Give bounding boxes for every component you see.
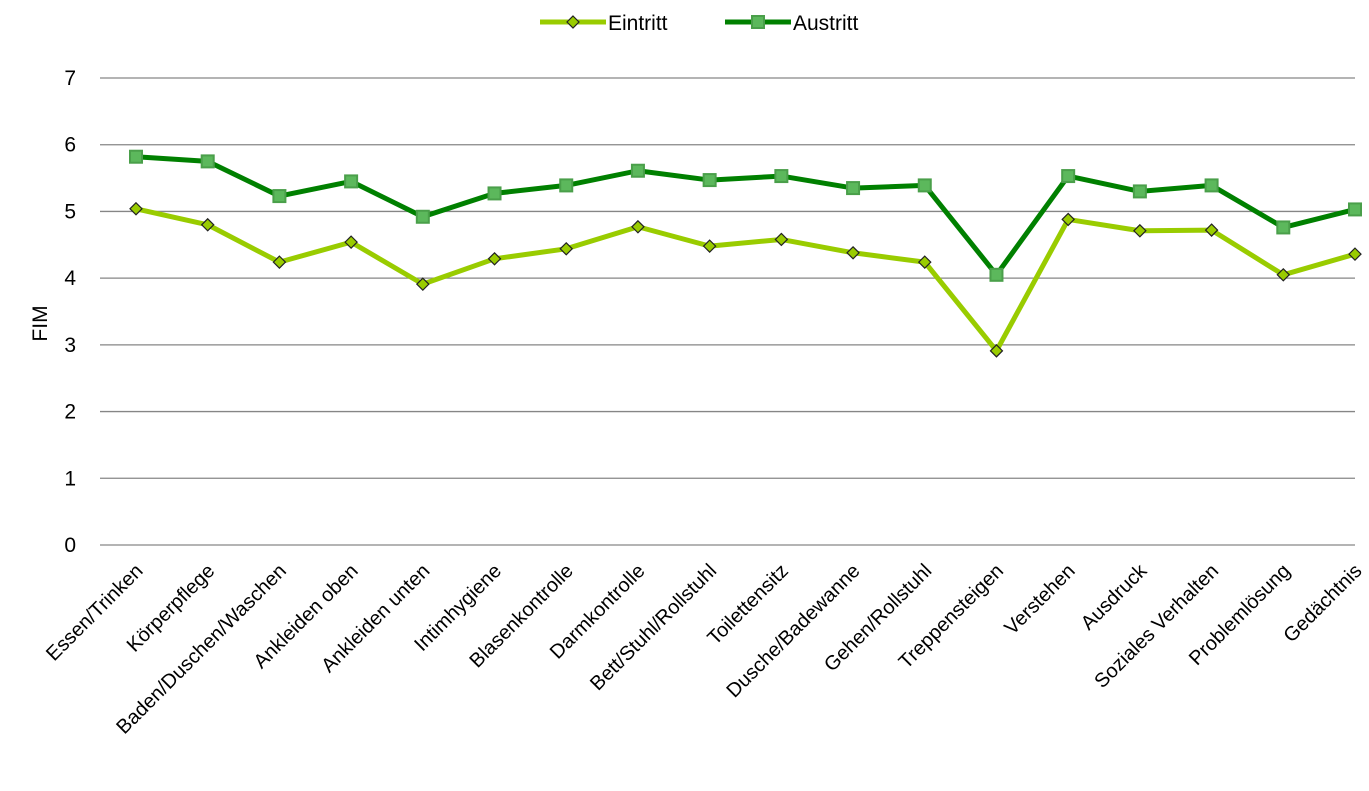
- y-tick-label: 5: [64, 200, 76, 223]
- data-point-eintritt: [846, 245, 860, 260]
- data-point-austritt: [774, 169, 789, 184]
- data-point-austritt: [630, 163, 645, 178]
- data-point-austritt: [846, 181, 861, 196]
- legend-marker-austritt: [751, 15, 765, 29]
- category-label: Dusche/Badewanne: [722, 560, 864, 702]
- data-point-eintritt: [702, 239, 717, 253]
- y-axis-ticks: 0 1 2 3 4 5 6 7: [64, 67, 76, 557]
- x-axis-category-labels: Essen/TrinkenKörperpflegeBaden/Duschen/W…: [42, 559, 1366, 738]
- data-point-austritt: [917, 178, 932, 193]
- data-point-eintritt: [129, 201, 143, 216]
- series-line-eintritt: [135, 206, 1356, 354]
- data-point-austritt: [1348, 202, 1362, 217]
- data-point-austritt: [415, 209, 430, 224]
- data-point-eintritt: [989, 344, 1004, 358]
- data-point-eintritt: [1348, 247, 1362, 261]
- data-point-austritt: [559, 178, 574, 193]
- data-point-austritt: [1204, 178, 1219, 193]
- series-lines: [129, 149, 1362, 358]
- y-tick-label: 1: [64, 467, 76, 490]
- data-point-austritt: [702, 173, 717, 188]
- data-point-eintritt: [1276, 267, 1291, 282]
- data-point-eintritt: [344, 235, 358, 249]
- data-point-austritt: [344, 174, 359, 189]
- y-tick-label: 3: [64, 334, 76, 357]
- y-tick-label: 4: [64, 267, 76, 290]
- data-point-austritt: [1132, 184, 1147, 199]
- data-point-austritt: [487, 186, 502, 201]
- data-point-eintritt: [415, 277, 430, 291]
- data-point-austritt: [272, 189, 287, 204]
- category-label: Bett/Stuhl/Rollstuhl: [586, 560, 721, 695]
- data-point-eintritt: [917, 255, 932, 269]
- legend-marker-eintritt: [566, 15, 580, 29]
- gridlines: [100, 77, 1355, 546]
- y-axis-label: FIM: [29, 305, 52, 341]
- data-point-eintritt: [487, 251, 502, 266]
- category-label: Soziales Verhalten: [1090, 560, 1223, 693]
- legend: Eintritt Austritt: [540, 12, 859, 35]
- data-point-eintritt: [1133, 223, 1147, 238]
- data-point-eintritt: [1061, 212, 1076, 227]
- data-point-eintritt: [200, 217, 215, 232]
- y-tick-label: 0: [64, 534, 76, 557]
- data-point-austritt: [129, 149, 143, 164]
- category-label: Verstehen: [1000, 560, 1079, 639]
- category-label: Gedächtnis: [1279, 560, 1366, 647]
- data-point-austritt: [200, 154, 215, 169]
- y-tick-label: 2: [64, 401, 76, 424]
- data-point-austritt: [1276, 220, 1291, 235]
- data-point-austritt: [1061, 169, 1076, 184]
- y-tick-label: 6: [64, 134, 76, 157]
- legend-label-eintritt: Eintritt: [608, 12, 668, 35]
- series-line-austritt: [135, 154, 1356, 278]
- data-point-eintritt: [774, 232, 789, 247]
- data-point-austritt: [989, 267, 1004, 282]
- data-point-eintritt: [1204, 223, 1219, 237]
- legend-label-austritt: Austritt: [793, 12, 859, 35]
- category-label: Ausdruck: [1077, 559, 1152, 634]
- data-point-eintritt: [631, 219, 645, 234]
- data-point-eintritt: [559, 241, 574, 256]
- data-point-eintritt: [272, 255, 287, 269]
- y-tick-label: 7: [64, 67, 76, 90]
